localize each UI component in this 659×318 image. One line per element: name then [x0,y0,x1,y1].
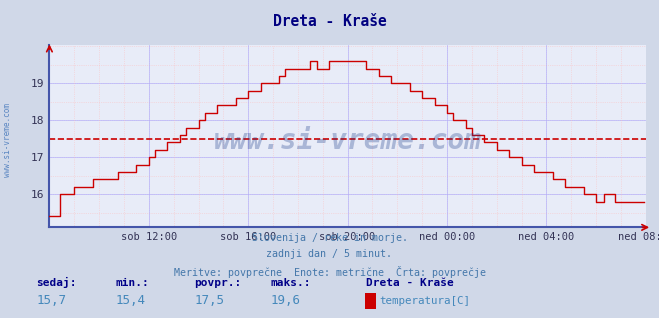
Text: 19,6: 19,6 [270,294,301,307]
Text: 15,4: 15,4 [115,294,146,307]
Text: 15,7: 15,7 [36,294,67,307]
Text: maks.:: maks.: [270,278,310,288]
Text: temperatura[C]: temperatura[C] [380,296,471,306]
Text: www.si-vreme.com: www.si-vreme.com [3,103,13,177]
Text: zadnji dan / 5 minut.: zadnji dan / 5 minut. [266,249,393,259]
Text: povpr.:: povpr.: [194,278,242,288]
Text: www.si-vreme.com: www.si-vreme.com [214,128,482,156]
Text: 17,5: 17,5 [194,294,225,307]
Text: Meritve: povprečne  Enote: metrične  Črta: povprečje: Meritve: povprečne Enote: metrične Črta:… [173,266,486,278]
Text: min.:: min.: [115,278,149,288]
Text: Dreta - Kraše: Dreta - Kraše [273,14,386,29]
Text: Slovenija / reke in morje.: Slovenija / reke in morje. [252,233,407,243]
Text: Dreta - Kraše: Dreta - Kraše [366,278,453,288]
Text: sedaj:: sedaj: [36,277,76,288]
